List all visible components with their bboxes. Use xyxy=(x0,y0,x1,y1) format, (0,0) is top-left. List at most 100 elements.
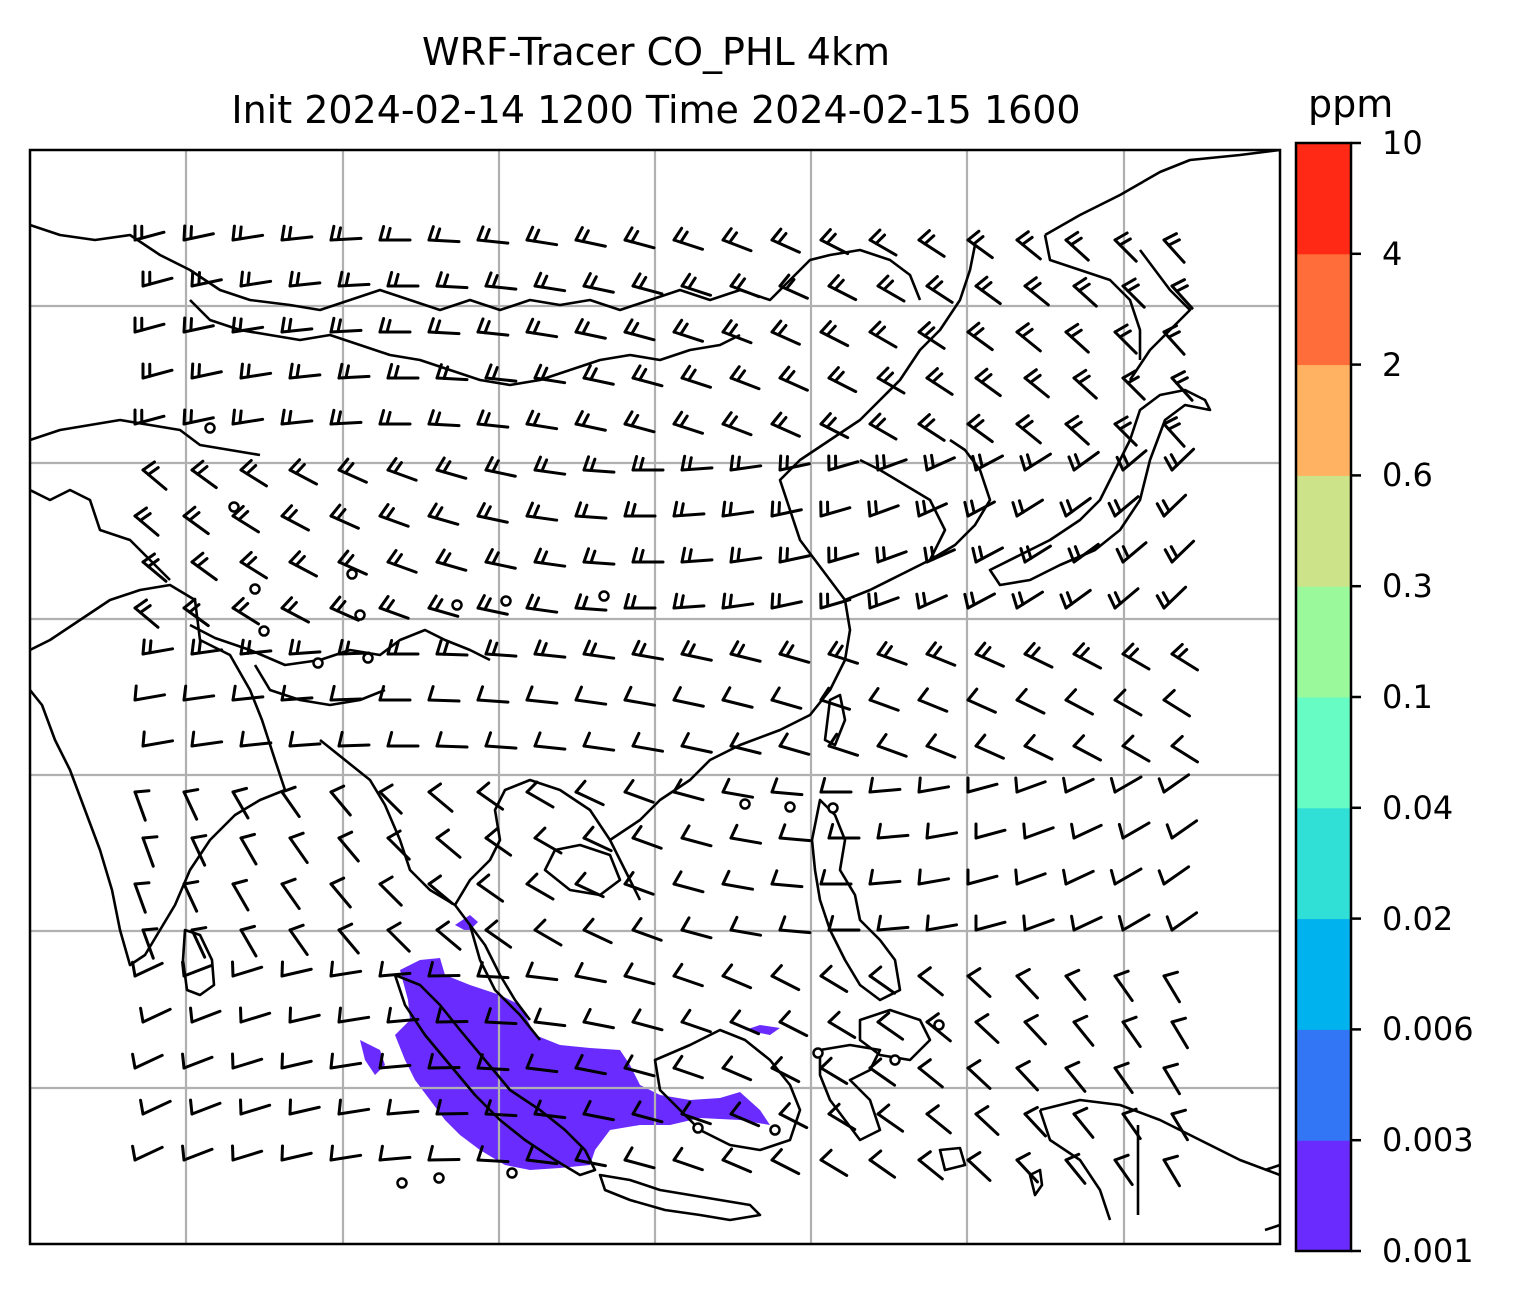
wind-barb xyxy=(819,320,850,348)
wind-barb xyxy=(868,776,902,794)
wind-barb xyxy=(827,274,858,302)
wind-barb xyxy=(1109,775,1143,794)
colorbar-segment xyxy=(1296,475,1351,587)
wind-barb xyxy=(672,500,706,518)
wind-barb xyxy=(721,227,753,253)
wind-barb xyxy=(189,1006,222,1024)
wind-barb xyxy=(778,546,811,564)
wind-barb xyxy=(182,408,215,426)
wind-barb xyxy=(1023,368,1050,399)
wind-barb xyxy=(875,454,908,472)
wind-barb xyxy=(386,549,418,574)
wind-barb xyxy=(974,1013,1000,1044)
wind-barb xyxy=(1023,1013,1047,1046)
wind-barb xyxy=(721,592,755,610)
wind-barb xyxy=(1163,539,1196,564)
wind-barb xyxy=(1072,1106,1095,1139)
wind-barb xyxy=(574,501,608,520)
wind-barb xyxy=(182,224,215,242)
wind-barb xyxy=(1023,276,1050,307)
wind-barb xyxy=(876,366,906,395)
wind-barb xyxy=(533,918,563,947)
wind-barb xyxy=(778,1010,809,1038)
wind-barb xyxy=(476,594,509,616)
wind-barb xyxy=(190,459,218,490)
colorbar-tick-label: 0.3 xyxy=(1382,567,1433,606)
wind-barb xyxy=(672,778,705,802)
wind-barb xyxy=(1059,496,1092,518)
wind-barb xyxy=(378,1144,412,1162)
wind-barb xyxy=(729,1101,761,1128)
wind-barb xyxy=(623,1146,656,1170)
wind-barb xyxy=(925,822,959,840)
wind-barb xyxy=(288,458,318,486)
wind-barb xyxy=(582,825,613,853)
wind-barb xyxy=(1015,1059,1039,1092)
wind-barb xyxy=(721,411,753,437)
wind-barb xyxy=(1155,493,1188,518)
wind-barb xyxy=(1015,687,1046,715)
wind-barb xyxy=(141,730,175,748)
wind-barb xyxy=(525,409,559,431)
wind-barb xyxy=(778,640,811,664)
wind-barb xyxy=(337,362,371,380)
wind-barb xyxy=(827,546,860,564)
wind-barb xyxy=(280,877,301,911)
wind-barb xyxy=(925,733,957,759)
wind-barb xyxy=(1023,1105,1047,1138)
wind-barb xyxy=(190,551,218,582)
wind-barb xyxy=(1064,968,1087,1001)
wind-barb xyxy=(574,871,605,899)
wind-barb xyxy=(925,1104,952,1135)
wind-barb xyxy=(827,1102,857,1131)
wind-barb xyxy=(280,224,314,242)
wind-barb xyxy=(329,408,363,426)
colorbar-segment xyxy=(1296,697,1351,809)
wind-barb xyxy=(1162,970,1181,1004)
wind-barb xyxy=(729,915,763,937)
wind-barb xyxy=(729,454,763,472)
wind-barb xyxy=(1170,642,1199,672)
wind-barb xyxy=(574,226,607,248)
colorbar-tick-label: 0.02 xyxy=(1382,899,1454,938)
wind-barb xyxy=(819,228,850,256)
wind-barb xyxy=(1113,415,1138,447)
wind-barb xyxy=(133,684,167,702)
wind-barb xyxy=(476,1145,510,1164)
wind-barb xyxy=(1115,449,1148,472)
calm-wind-marker xyxy=(784,801,796,813)
wind-barb xyxy=(386,1098,420,1116)
calm-wind-marker xyxy=(598,590,610,602)
wind-barb xyxy=(680,1008,712,1034)
wind-barb xyxy=(484,731,518,750)
wind-barb xyxy=(280,504,310,532)
wind-barb xyxy=(729,1009,761,1036)
wind-barb xyxy=(1163,447,1196,472)
wind-barb xyxy=(623,685,657,707)
wind-barb xyxy=(966,868,999,886)
colorbar-segment xyxy=(1296,918,1351,1030)
wind-barb xyxy=(1022,822,1055,840)
wind-barb xyxy=(574,779,605,807)
wind-barb xyxy=(329,876,352,909)
wind-barb xyxy=(974,1105,1000,1136)
wind-barb xyxy=(672,410,705,435)
wind-barb xyxy=(1121,369,1146,401)
wind-barb xyxy=(1170,1108,1189,1142)
calm-wind-marker xyxy=(933,1019,945,1031)
colorbar-tick-label: 0.001 xyxy=(1382,1232,1474,1270)
wind-barb xyxy=(582,272,615,294)
colorbar-tick-label: 0.6 xyxy=(1382,456,1433,495)
wind-barb xyxy=(770,500,803,518)
wind-barb xyxy=(721,319,753,345)
wind-barb xyxy=(770,869,804,889)
wind-barb xyxy=(329,684,363,702)
colorbar-unit: ppm xyxy=(1308,82,1394,126)
wind-barb xyxy=(378,1052,412,1070)
wind-barb xyxy=(141,362,174,380)
wind-barb xyxy=(484,1007,518,1026)
wind-barb xyxy=(582,917,613,945)
wind-barb xyxy=(1170,1016,1189,1050)
wind-barb xyxy=(819,868,853,886)
wind-barb xyxy=(917,966,944,997)
